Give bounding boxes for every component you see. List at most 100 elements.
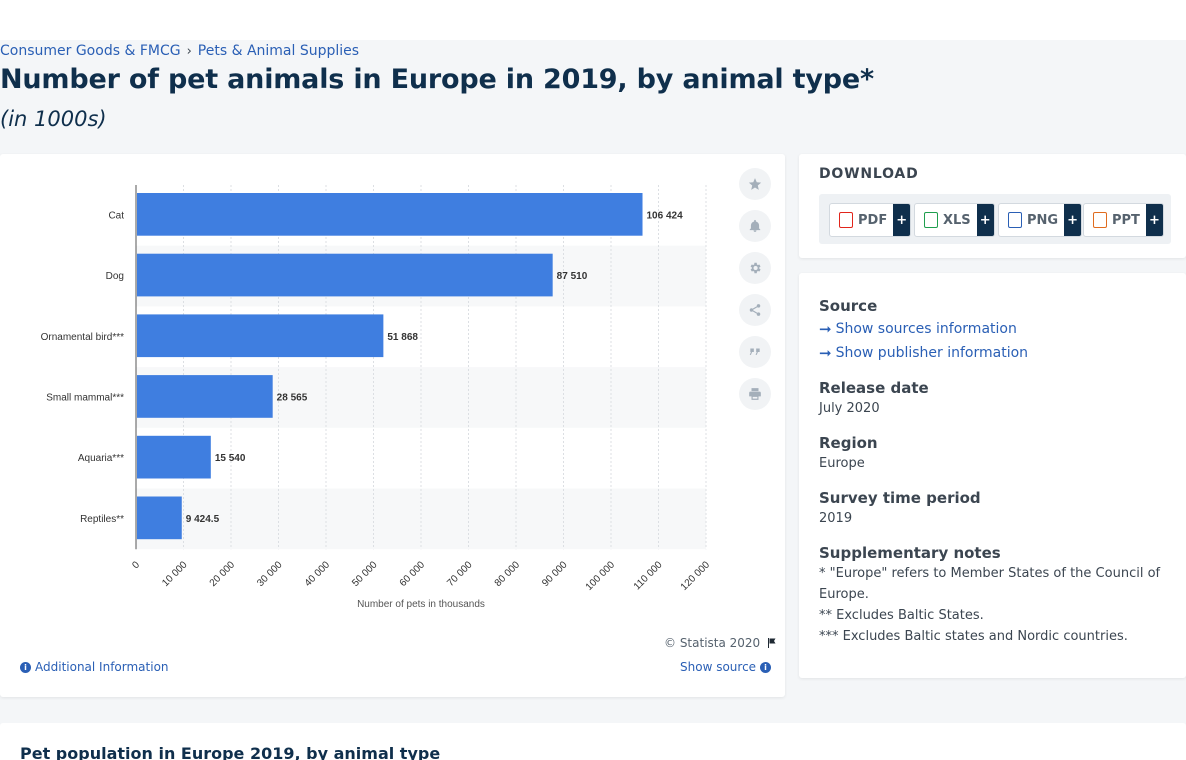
show-publisher-label: Show publisher information	[835, 345, 1029, 361]
x-tick-label: 40 000	[303, 559, 333, 589]
data-label: 9 424.5	[186, 514, 220, 525]
region-value: Europe	[819, 456, 865, 471]
plus-icon: +	[1145, 204, 1163, 236]
category-label: Small mammal***	[46, 392, 124, 403]
supplementary-note-1: * "Europe" refers to Member States of th…	[819, 566, 1161, 602]
print-icon	[749, 388, 761, 400]
share-button[interactable]	[739, 294, 771, 326]
bar-dog	[137, 253, 553, 297]
chart-toolbar	[739, 168, 771, 420]
print-button[interactable]	[739, 378, 771, 410]
bell-icon	[749, 219, 761, 232]
show-sources-link[interactable]: ➞ Show sources information	[819, 320, 1017, 338]
related-section: Pet population in Europe 2019, by animal…	[0, 723, 1186, 760]
bar-ornamental-bird	[137, 314, 384, 358]
category-label: Ornamental bird***	[41, 332, 124, 343]
additional-information-label: Additional Information	[35, 660, 169, 674]
bar-small-mammal	[137, 375, 273, 418]
data-label: 106 424	[647, 210, 684, 221]
category-label: Dog	[106, 271, 124, 282]
x-tick-label: 100 000	[584, 559, 618, 593]
settings-button[interactable]	[739, 252, 771, 284]
png-file-icon	[1008, 212, 1022, 228]
x-tick-label: 50 000	[350, 559, 380, 589]
release-date-heading: Release date	[819, 379, 929, 397]
x-tick-label: 20 000	[208, 559, 238, 589]
supplementary-note-2: ** Excludes Baltic States.	[819, 608, 984, 623]
show-sources-label: Show sources information	[835, 321, 1017, 337]
bar-chart: 0 10 000 20 000 30 000 40 000 50 000 60 000 70 …	[41, 185, 713, 610]
notification-button[interactable]	[739, 210, 771, 242]
flag-icon[interactable]	[766, 637, 778, 649]
breadcrumb: Consumer Goods & FMCG › Pets & Animal Su…	[0, 43, 359, 59]
breadcrumb-link-pets[interactable]: Pets & Animal Supplies	[197, 43, 360, 59]
download-pdf-label: PDF	[858, 212, 888, 228]
show-source-label: Show source	[680, 660, 757, 674]
star-icon	[748, 178, 762, 190]
arrow-right-icon: ➞	[819, 320, 832, 338]
x-tick-label: 70 000	[445, 559, 475, 589]
additional-information-link[interactable]: i Additional Information	[20, 660, 169, 674]
breadcrumb-separator: ›	[186, 43, 192, 59]
x-tick-label: 10 000	[160, 559, 190, 589]
chart-card: 0 10 000 20 000 30 000 40 000 50 000 60 000 70 …	[0, 154, 785, 697]
arrow-right-icon: ➞	[819, 344, 832, 362]
x-axis-title: Number of pets in thousands	[357, 599, 485, 610]
copyright-notice: © Statista 2020	[664, 636, 778, 650]
related-section-title: Pet population in Europe 2019, by animal…	[20, 744, 441, 760]
download-xls-label: XLS	[943, 212, 971, 228]
info-icon: i	[760, 661, 772, 673]
survey-period-value: 2019	[819, 511, 853, 526]
x-tick-label: 90 000	[540, 559, 570, 589]
category-label: Reptiles**	[80, 514, 124, 525]
data-label: 51 868	[387, 332, 418, 343]
x-tick-label: 120 000	[679, 559, 713, 593]
x-tick-label: 0	[130, 559, 142, 571]
top-navigation-bar	[0, 0, 1186, 40]
xls-file-icon	[924, 212, 938, 228]
data-label: 15 540	[215, 453, 246, 464]
pdf-file-icon	[839, 212, 853, 228]
bar-aquaria	[137, 435, 211, 479]
statistic-details-panel: Source ➞ Show sources information ➞ Show…	[799, 273, 1186, 678]
download-pdf-button[interactable]: PDF +	[829, 203, 912, 237]
source-heading: Source	[819, 297, 878, 315]
plus-icon: +	[893, 204, 911, 236]
download-ppt-button[interactable]: PPT +	[1083, 203, 1164, 237]
bar-cat	[137, 193, 643, 236]
x-tick-label: 30 000	[255, 559, 285, 589]
download-panel: DOWNLOAD PDF + XLS + PNG + PPT +	[799, 154, 1186, 258]
category-label: Cat	[108, 210, 124, 221]
share-icon	[749, 304, 761, 316]
ppt-file-icon	[1093, 212, 1107, 228]
show-publisher-link[interactable]: ➞ Show publisher information	[819, 344, 1028, 362]
page-subtitle: (in 1000s)	[0, 107, 107, 131]
supplementary-notes-heading: Supplementary notes	[819, 544, 1001, 562]
category-label: Aquaria***	[78, 453, 124, 464]
release-date-value: July 2020	[819, 401, 880, 416]
page-title: Number of pet animals in Europe in 2019,…	[0, 64, 874, 95]
x-tick-label: 110 000	[632, 559, 665, 592]
gear-icon	[750, 262, 761, 274]
supplementary-note-3: *** Excludes Baltic states and Nordic co…	[819, 629, 1128, 644]
bar-reptiles	[137, 496, 182, 540]
quote-icon	[749, 348, 760, 355]
download-png-label: PNG	[1027, 212, 1059, 228]
download-xls-button[interactable]: XLS +	[914, 203, 995, 237]
download-ppt-label: PPT	[1112, 212, 1140, 228]
download-png-button[interactable]: PNG +	[998, 203, 1083, 237]
x-tick-label: 60 000	[398, 559, 428, 589]
x-tick-label: 80 000	[493, 559, 523, 589]
download-title: DOWNLOAD	[819, 166, 919, 182]
breadcrumb-link-consumer-goods[interactable]: Consumer Goods & FMCG	[0, 43, 181, 59]
download-buttons-row: PDF + XLS + PNG + PPT +	[819, 194, 1171, 244]
show-source-link[interactable]: Show source i	[680, 660, 772, 674]
data-label: 87 510	[557, 271, 588, 282]
survey-period-heading: Survey time period	[819, 489, 981, 507]
region-heading: Region	[819, 434, 878, 452]
copyright-text: © Statista 2020	[664, 636, 761, 650]
info-icon: i	[20, 661, 31, 673]
cite-button[interactable]	[739, 336, 771, 368]
plus-icon: +	[1064, 204, 1082, 236]
favorite-button[interactable]	[739, 168, 771, 200]
